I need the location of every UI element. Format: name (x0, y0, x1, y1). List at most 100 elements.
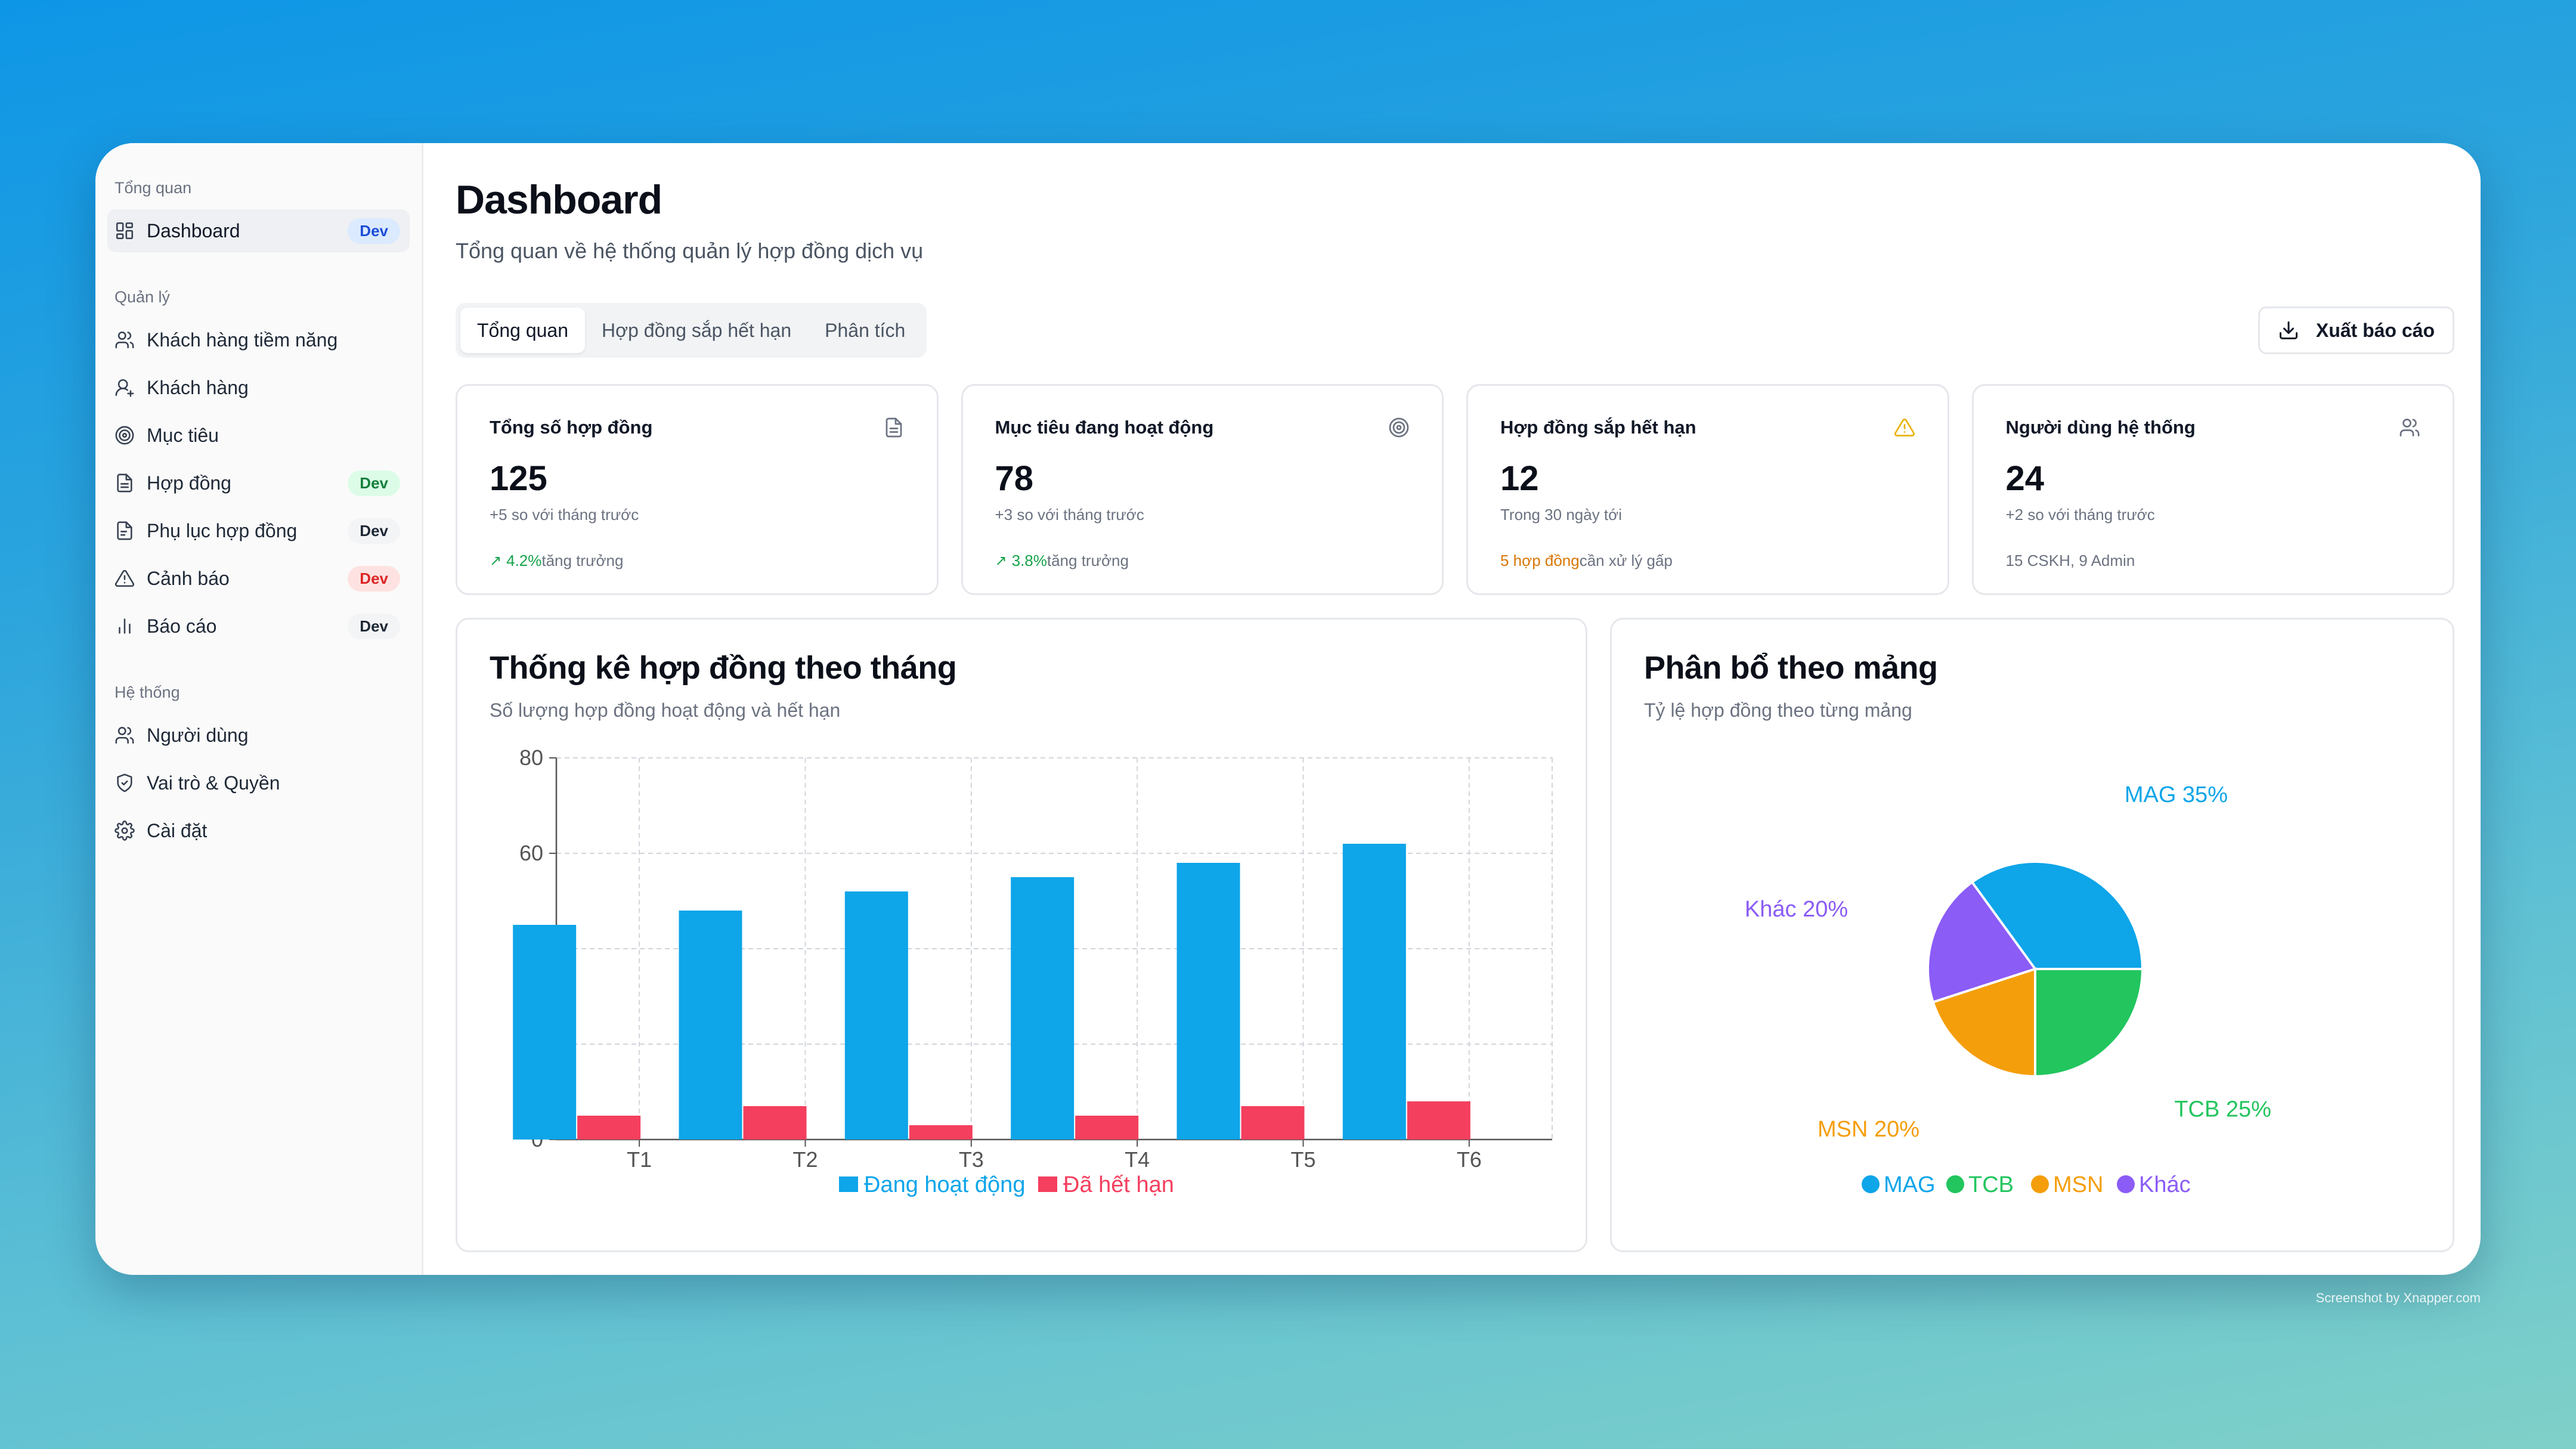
stats-row: Tổng số hợp đồng 125 +5 so với tháng trước… (456, 384, 2454, 595)
trend-up-icon: ↗ (995, 553, 1007, 569)
dev-badge: Dev (348, 470, 400, 496)
watermark: Screenshot by Xnapper.com (2315, 1290, 2481, 1305)
sidebar-item-label: Cài đặt (147, 819, 208, 841)
x-tick-label: T3 (959, 1147, 984, 1172)
stat-subtext: +2 so với tháng trước (2005, 506, 2155, 524)
sidebar-group: Quản lý Khách hàng tiềm năng Khách hàng Mục… (107, 288, 410, 648)
legend-label: Đã hết hạn (1063, 1172, 1174, 1197)
stat-title: Mục tiêu đang hoạt động (995, 417, 1214, 438)
tab-analysis[interactable]: Phân tích (825, 319, 906, 341)
pie-label: MSN 20% (1818, 1117, 1919, 1142)
stat-foot-text: 15 CSKH, 9 Admin (2005, 552, 2135, 569)
stat-value: 78 (995, 459, 1034, 498)
sidebar-item[interactable]: Vai trò & Quyền (107, 761, 410, 804)
x-tick-label: T5 (1290, 1147, 1315, 1172)
user-icon (114, 377, 135, 398)
sidebar-item[interactable]: Hợp đồng Dev (107, 462, 410, 504)
stat-foot-text: tăng trưởng (541, 552, 624, 569)
legend-label: Đang hoạt động (864, 1172, 1025, 1197)
bar-expired (577, 1116, 641, 1140)
bar-active (679, 911, 742, 1140)
sidebar-item-label: Khách hàng (147, 376, 249, 398)
sidebar-item[interactable]: Khách hàng tiềm năng (107, 318, 410, 361)
pie-chart-card: Phân bổ theo mảng Tỷ lệ hợp đồng theo từ… (1610, 618, 2454, 1252)
bar-expired (1407, 1101, 1470, 1140)
legend-dot (1862, 1175, 1880, 1193)
stat-header: Tổng số hợp đồng (490, 417, 905, 438)
stat-footer: ↗ 3.8% tăng trưởng (995, 552, 1410, 570)
bar-active (1342, 844, 1406, 1140)
page-title: Dashboard (456, 177, 662, 222)
download-icon (2279, 321, 2298, 339)
sidebar-group-title: Quản lý (114, 288, 171, 306)
stat-title: Tổng số hợp đồng (490, 417, 653, 438)
target-icon (1388, 417, 1410, 438)
gear-icon (114, 821, 135, 841)
stat-title: Hợp đồng sắp hết hạn (1500, 417, 1696, 438)
bar-expired (1241, 1106, 1305, 1140)
sidebar-item-label: Phụ lục hợp đồng (147, 519, 298, 541)
sidebar-item[interactable]: Mục tiêu (107, 414, 410, 457)
sidebar-item[interactable]: Cảnh báo Dev (107, 557, 410, 600)
bar-expired (1075, 1116, 1139, 1140)
x-tick-label: T6 (1457, 1147, 1482, 1172)
bar-chart-card: Thống kê hợp đồng theo tháng Số lượng hợ… (456, 618, 1587, 1252)
bar-active (1011, 877, 1075, 1140)
pie-label: MAG 35% (2125, 782, 2228, 807)
stat-card: Tổng số hợp đồng 125 +5 so với tháng trước… (456, 384, 939, 595)
stat-subtext: +5 so với tháng trước (490, 506, 639, 524)
toolbar: Tổng quan Hợp đồng sắp hết hạn Phân tích… (456, 303, 2454, 358)
sidebar-item[interactable]: Dashboard Dev (107, 209, 410, 252)
target-icon (114, 425, 135, 445)
sidebar-item[interactable]: Người dùng (107, 714, 410, 757)
legend-swatch (839, 1176, 858, 1192)
dev-badge: Dev (348, 613, 400, 639)
export-report-button[interactable]: Xuất báo cáo (2258, 306, 2454, 354)
bar-expired (743, 1106, 807, 1140)
users-icon (2399, 417, 2420, 438)
stat-value: 125 (490, 459, 547, 498)
sidebar-item-label: Dashboard (147, 219, 240, 242)
stat-value: 12 (1500, 459, 1539, 498)
dev-badge: Dev (348, 565, 400, 592)
stat-foot-highlight: 3.8% (1011, 552, 1047, 569)
pie-slice (1931, 967, 2036, 1078)
x-tick-label: T2 (792, 1147, 818, 1172)
sidebar-item[interactable]: Khách hàng (107, 366, 410, 409)
sidebar: Tổng quan Dashboard Dev Quản lý Khách hàng t… (95, 143, 423, 1275)
tab-expiring-contracts[interactable]: Hợp đồng sắp hết hạn (602, 319, 792, 341)
sidebar-item-label: Hợp đồng (147, 472, 231, 494)
stat-card: Người dùng hệ thống 24 +2 so với tháng trư… (1971, 384, 2454, 595)
bar-active (1176, 863, 1240, 1140)
pie-chart: MAG 35% Khác 20% MSN 20% TCB 25% MAG TCB MSN Kh… (1745, 782, 2271, 1197)
dev-badge: Dev (348, 518, 400, 544)
file-icon (883, 417, 905, 438)
pie-slice (1927, 880, 2038, 1004)
bar-chart-title: Thống kê hợp đồng theo tháng (490, 650, 957, 686)
stat-foot-highlight: 5 hợp đồng (1500, 552, 1580, 569)
stat-footer: ↗ 4.2% tăng trưởng (490, 552, 905, 570)
stat-subtext: Trong 30 ngày tới (1500, 506, 1622, 524)
main-content: Dashboard Tổng quan về hệ thống quản lý … (423, 143, 2481, 1275)
y-tick-label: 60 (519, 841, 543, 865)
sidebar-item[interactable]: Báo cáo Dev (107, 605, 410, 648)
app-window: Tổng quan Dashboard Dev Quản lý Khách hàng t… (95, 143, 2481, 1275)
legend-label: MSN (2053, 1172, 2103, 1197)
bar-chart-icon (114, 616, 135, 636)
legend-dot (2117, 1175, 2135, 1193)
pie-label: TCB 25% (2174, 1097, 2271, 1122)
trend-up-icon: ↗ (490, 553, 502, 569)
stat-value: 24 (2005, 459, 2045, 498)
stat-foot-highlight: 4.2% (506, 552, 542, 569)
stat-header: Người dùng hệ thống (2006, 417, 2421, 438)
pie-chart-title: Phân bổ theo mảng (1644, 650, 1938, 686)
tab-overview[interactable]: Tổng quan (460, 308, 586, 353)
pie-label: Khác 20% (1745, 897, 1848, 922)
sidebar-item-label: Cảnh báo (147, 567, 230, 589)
sidebar-item[interactable]: Cài đặt (107, 809, 410, 852)
alert-triangle-icon (114, 568, 135, 589)
sidebar-item[interactable]: Phụ lục hợp đồng Dev (107, 509, 410, 552)
stat-header: Mục tiêu đang hoạt động (995, 417, 1410, 438)
legend-label: Khác (2139, 1172, 2191, 1197)
